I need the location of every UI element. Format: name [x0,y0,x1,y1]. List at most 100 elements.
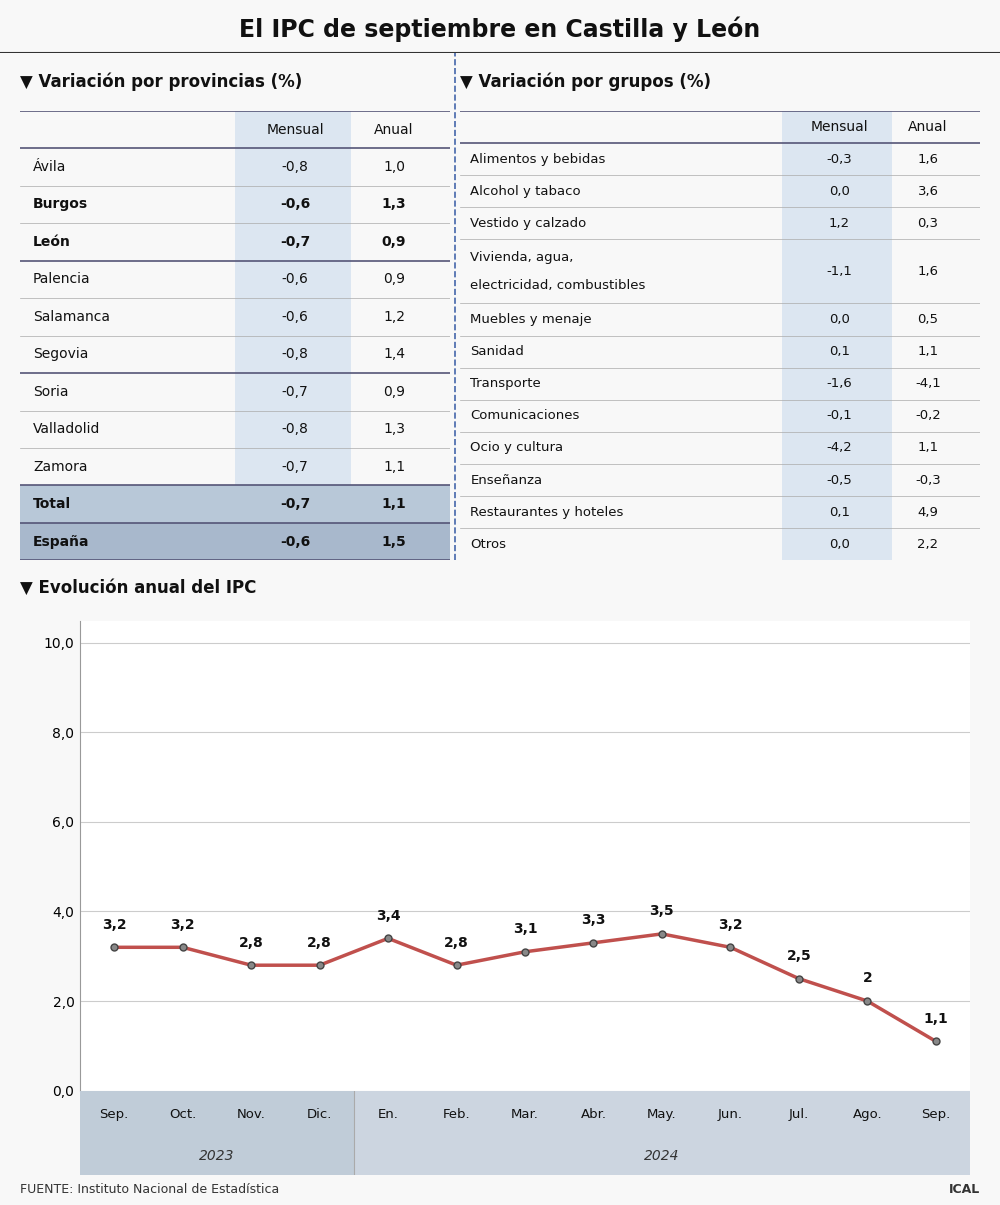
Text: Ocio y cultura: Ocio y cultura [470,441,564,454]
Text: Abr.: Abr. [580,1107,606,1121]
Text: 0,1: 0,1 [829,506,850,518]
Bar [20,523,450,560]
Text: -0,6: -0,6 [280,535,310,548]
Text: 1,3: 1,3 [382,198,406,212]
Text: Vestido y calzado: Vestido y calzado [470,217,587,230]
Text: 3,2: 3,2 [170,918,195,931]
Text: 3,3: 3,3 [581,913,606,927]
Text: 3,4: 3,4 [376,909,400,923]
Text: -0,1: -0,1 [827,410,852,423]
Bar [782,431,892,464]
Bar [354,1091,1000,1175]
Text: 2,8: 2,8 [239,935,264,950]
Text: 1,5: 1,5 [382,535,406,548]
Text: 1,2: 1,2 [383,310,405,324]
Text: Muebles y menaje: Muebles y menaje [470,313,592,327]
Text: Soria: Soria [33,384,68,399]
Text: 3,2: 3,2 [102,918,127,931]
Text: Comunicaciones: Comunicaciones [470,410,580,423]
Text: 0,0: 0,0 [829,313,850,327]
Text: Salamanca: Salamanca [33,310,110,324]
Bar [20,486,450,523]
Text: 2: 2 [862,971,872,986]
Text: -4,2: -4,2 [827,441,852,454]
Text: Nov.: Nov. [237,1107,266,1121]
Text: May.: May. [647,1107,677,1121]
Bar [80,1091,354,1175]
Text: ▼ Variación por provincias (%): ▼ Variación por provincias (%) [20,72,302,92]
Text: 1,1: 1,1 [917,441,939,454]
Text: -0,6: -0,6 [282,310,309,324]
Bar [235,223,351,260]
Text: Anual: Anual [374,123,414,136]
Text: -0,6: -0,6 [280,198,310,212]
Bar [235,448,351,486]
Bar [782,207,892,240]
Text: Zamora: Zamora [33,459,87,474]
Text: Jun.: Jun. [718,1107,743,1121]
Text: -0,3: -0,3 [915,474,941,487]
Text: 1,6: 1,6 [918,153,938,165]
Text: 3,2: 3,2 [718,918,743,931]
Text: Sanidad: Sanidad [470,345,524,358]
Text: 1,1: 1,1 [382,498,406,511]
Text: 0,0: 0,0 [829,537,850,551]
Text: Valladolid: Valladolid [33,422,100,436]
Text: Mensual: Mensual [811,120,868,134]
Text: Jul.: Jul. [789,1107,809,1121]
Text: ▼ Evolución anual del IPC: ▼ Evolución anual del IPC [20,578,256,596]
Text: Mar.: Mar. [511,1107,539,1121]
Bar [782,175,892,207]
Text: Segovia: Segovia [33,347,88,362]
Text: 2024: 2024 [644,1150,680,1163]
Text: electricidad, combustibles: electricidad, combustibles [470,280,646,292]
Text: -0,8: -0,8 [282,422,309,436]
Bar [235,186,351,223]
Bar [782,335,892,368]
Text: -0,3: -0,3 [827,153,852,165]
Text: -0,2: -0,2 [915,410,941,423]
Text: Oct.: Oct. [169,1107,196,1121]
Text: 3,5: 3,5 [650,904,674,918]
Text: Restaurantes y hoteles: Restaurantes y hoteles [470,506,624,518]
Text: 2,2: 2,2 [917,537,939,551]
Bar [235,148,351,186]
Text: Ávila: Ávila [33,160,66,174]
Text: 0,9: 0,9 [383,384,405,399]
Text: Alcohol y tabaco: Alcohol y tabaco [470,184,581,198]
Text: 1,1: 1,1 [383,459,405,474]
Text: Alimentos y bebidas: Alimentos y bebidas [470,153,606,165]
Text: -0,5: -0,5 [827,474,852,487]
Bar [782,240,892,304]
Text: Dic.: Dic. [307,1107,332,1121]
Text: -0,8: -0,8 [282,347,309,362]
Text: 1,3: 1,3 [383,422,405,436]
Text: 1,6: 1,6 [918,265,938,278]
Text: España: España [33,535,89,548]
Bar [235,111,351,148]
Text: 2,8: 2,8 [307,935,332,950]
Text: 0,3: 0,3 [918,217,938,230]
Text: 1,4: 1,4 [383,347,405,362]
Text: 4,9: 4,9 [918,506,938,518]
Text: -0,8: -0,8 [282,160,309,174]
Text: Transporte: Transporte [470,377,541,390]
Text: Feb.: Feb. [443,1107,470,1121]
Text: Total: Total [33,498,71,511]
Bar [782,464,892,496]
Text: Anual: Anual [908,120,948,134]
Text: -0,7: -0,7 [282,384,309,399]
Text: 2023: 2023 [199,1150,235,1163]
Bar [782,400,892,431]
Text: 1,1: 1,1 [923,1012,948,1025]
Text: León: León [33,235,71,249]
Bar [235,298,351,335]
Text: 1,1: 1,1 [917,345,939,358]
Text: -1,1: -1,1 [827,265,853,278]
Text: 0,9: 0,9 [382,235,406,249]
Text: -1,6: -1,6 [827,377,852,390]
Text: 3,1: 3,1 [513,922,537,936]
Text: 0,5: 0,5 [918,313,938,327]
Bar [782,496,892,528]
Text: 2,5: 2,5 [786,950,811,963]
